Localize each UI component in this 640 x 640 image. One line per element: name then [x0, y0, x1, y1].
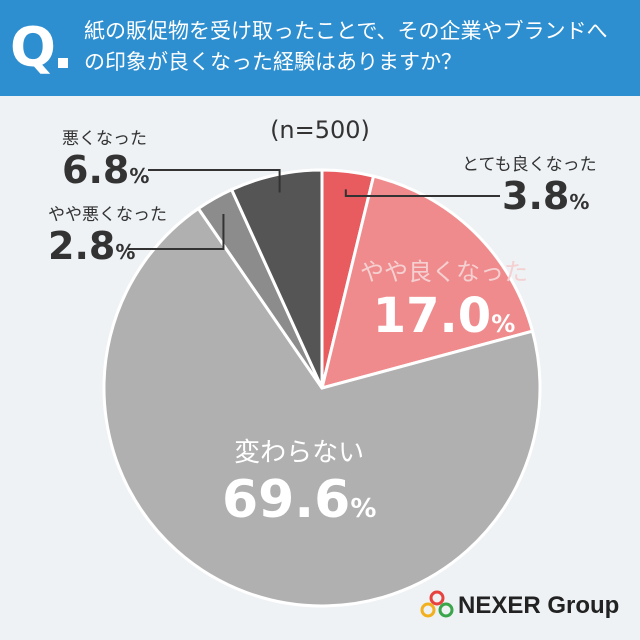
- label-bad-name: 悪くなった: [62, 129, 147, 149]
- q-dot: [58, 58, 68, 68]
- nexer-logo: NEXER Group: [420, 590, 619, 622]
- label-very-good-unit: %: [569, 190, 590, 214]
- label-slightly-good-unit: %: [491, 310, 516, 338]
- nexer-logo-icon: [420, 590, 454, 618]
- label-very-good-name: とても良くなった: [462, 155, 597, 175]
- label-slightly-bad-name: やや悪くなった: [48, 205, 167, 225]
- label-slightly-bad-value: 2.8: [48, 224, 116, 268]
- pie-slice-2: [102, 206, 542, 608]
- leader-very-good: [344, 189, 500, 197]
- label-bad-value: 6.8: [62, 148, 130, 192]
- label-no-change-unit: %: [350, 494, 377, 524]
- leader-bad: [148, 169, 281, 193]
- sample-size: (n=500): [270, 116, 370, 144]
- q-mark: Q: [10, 16, 56, 79]
- label-bad-unit: %: [129, 164, 150, 188]
- question-text: 紙の販促物を受け取ったことで、その企業やブランドへの印象が良くなった経験はありま…: [84, 19, 608, 74]
- pie-slice-4: [229, 168, 324, 389]
- label-slightly-good: やや良くなった 17.0%: [360, 252, 528, 345]
- question-header: Q 紙の販促物を受け取ったことで、その企業やブランドへの印象が良くなった経験はあ…: [0, 0, 640, 96]
- label-slightly-good-name: やや良くなった: [360, 258, 528, 286]
- nexer-logo-text: NEXER Group: [458, 592, 620, 619]
- label-bad: 悪くなった 6.8%: [62, 124, 149, 191]
- label-slightly-good-value: 17.0: [372, 288, 492, 344]
- label-no-change: 変わらない 69.6%: [222, 432, 376, 531]
- leader-slightly-bad: [128, 213, 225, 250]
- label-slightly-bad: やや悪くなった 2.8%: [48, 200, 167, 267]
- label-no-change-name: 変わらない: [234, 438, 365, 468]
- label-very-good: とても良くなった 3.8%: [462, 150, 597, 217]
- pie-slice-1: [319, 174, 535, 391]
- label-very-good-value: 3.8: [502, 174, 570, 218]
- label-slightly-bad-unit: %: [115, 240, 136, 264]
- label-no-change-value: 69.6: [222, 470, 351, 530]
